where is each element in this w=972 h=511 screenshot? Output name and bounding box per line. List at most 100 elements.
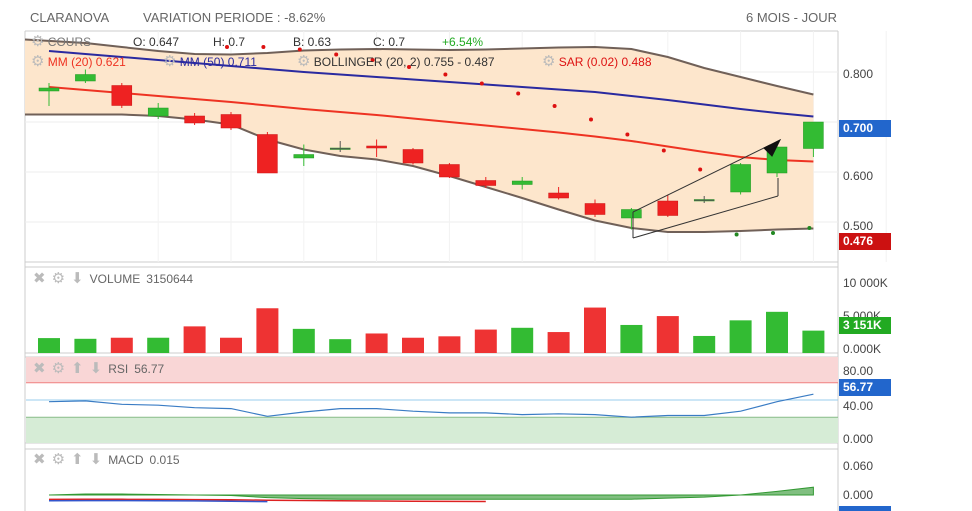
close-icon[interactable]: ✖ [33, 360, 46, 377]
volume-value: 3150644 [146, 272, 194, 286]
candle [75, 69, 96, 83]
mm50-line [48, 50, 814, 118]
bollinger-upper-line [24, 38, 814, 96]
candle-body [329, 147, 351, 150]
candle [111, 83, 133, 108]
y-tick-label: 0.600 [843, 169, 874, 183]
gear-icon[interactable]: ⚙ [542, 53, 556, 70]
sar-dot [443, 72, 448, 77]
candle [38, 83, 60, 106]
sar-dot [625, 132, 630, 137]
rsi-axis-label: 40.00 [843, 399, 874, 413]
gear-icon[interactable]: ⚙ [51, 360, 66, 377]
low-value: B: 0.63 [293, 35, 332, 49]
candle [548, 187, 569, 200]
sar-dot [479, 81, 484, 86]
close-icon[interactable]: ✖ [33, 451, 46, 468]
open-value: O: 0.647 [133, 35, 180, 49]
candle-body [511, 180, 533, 185]
macd-axis-label: 0.000 [843, 488, 874, 502]
arrow-up-icon[interactable]: ⬆ [71, 360, 84, 377]
candle-body [730, 164, 751, 193]
sar-dot [297, 47, 302, 52]
close-value: C: 0.7 [373, 35, 406, 49]
arrow-up-icon[interactable]: ⬆ [71, 451, 84, 468]
volume-panel-toolbar: ✖ ⚙ ⬇ VOLUME 3150644 [33, 270, 194, 287]
sar-dot [771, 231, 775, 235]
candle-body [621, 209, 642, 219]
candle [511, 177, 533, 190]
gear-icon[interactable]: ⚙ [31, 33, 45, 50]
macd-signal-line [48, 498, 486, 503]
rsi-zones [26, 357, 838, 443]
sar-dot [261, 45, 266, 49]
rsi-axis-label: 0.000 [843, 432, 874, 443]
candle [293, 144, 315, 166]
candle-body [475, 180, 497, 186]
gear-icon[interactable]: ⚙ [51, 451, 66, 468]
candle [257, 132, 278, 174]
mm20-legend[interactable]: ⚙ MM (20) 0.621 [31, 53, 126, 70]
candle-body [803, 121, 824, 149]
volume-axis-label: 0.000K [843, 342, 882, 353]
volume-badge: 3 151K [839, 317, 891, 334]
gear-icon[interactable]: ⚙ [31, 53, 45, 70]
rsi-oversold-zone [26, 417, 838, 443]
candle [366, 139, 387, 157]
macd-badge [839, 506, 891, 511]
arrow-down-icon[interactable]: ⬇ [89, 360, 103, 377]
candle-body [657, 200, 679, 216]
sar-dot [225, 45, 229, 49]
sar-dot [807, 226, 812, 230]
period-selector[interactable]: 6 MOIS - JOUR [746, 10, 838, 25]
candle-body [693, 199, 715, 202]
last-price-badge: 0.700 [839, 120, 891, 137]
volume-bar [147, 337, 170, 353]
arrow-down-icon[interactable]: ⬇ [71, 270, 84, 287]
rsi-axis-label: 80.00 [843, 364, 874, 378]
candle [621, 208, 642, 230]
cours-legend[interactable]: ⚙ COURS [31, 33, 92, 50]
rsi-panel-toolbar: ✖ ⚙ ⬆ ⬇ RSI 56.77 [33, 360, 165, 377]
rsi-value: 56.77 [134, 362, 165, 376]
gear-icon[interactable]: ⚙ [51, 270, 66, 287]
macd-label: MACD [108, 453, 144, 467]
macd-value: 0.015 [149, 453, 180, 467]
candle [329, 141, 351, 152]
mm50-legend[interactable]: ⚙ MM (50) 0.711 [163, 53, 257, 70]
volume-bar [74, 338, 97, 353]
bollinger-legend[interactable]: ⚙ BOLLINGER (20, 2) 0.755 - 0.487 [297, 53, 495, 70]
volume-bar [256, 308, 279, 353]
macd-panel-toolbar: ✖ ⚙ ⬆ ⬇ MACD 0.015 [33, 451, 180, 468]
rsi-label: RSI [108, 362, 129, 376]
gear-icon[interactable]: ⚙ [163, 53, 177, 70]
sar-legend[interactable]: ⚙ SAR (0.02) 0.488 [542, 53, 652, 70]
rsi-overbought-zone [26, 357, 838, 383]
candle-body [257, 134, 278, 174]
volume-bar [110, 337, 133, 353]
arrow-down-icon[interactable]: ⬇ [89, 451, 103, 468]
volume-bar [620, 324, 643, 353]
mm20-line [48, 86, 814, 163]
volume-bar [511, 327, 534, 353]
volume-bar [38, 338, 60, 353]
sar-dot [516, 91, 521, 96]
volume-bar [220, 337, 242, 353]
sar-dot [407, 65, 411, 69]
bollinger-lower-line [25, 113, 814, 233]
close-icon[interactable]: ✖ [33, 270, 46, 287]
sar-dot [589, 117, 593, 122]
company-name: CLARANOVA [30, 10, 110, 25]
candle-body [439, 164, 460, 178]
gear-icon[interactable]: ⚙ [297, 53, 311, 70]
volume-bar [584, 307, 606, 353]
rsi-badge: 56.77 [839, 379, 891, 396]
change-value: +6.54% [442, 35, 484, 49]
volume-bar [438, 336, 461, 353]
volume-bar [766, 311, 788, 353]
volume-label: VOLUME [89, 272, 141, 286]
candle-body [548, 192, 569, 199]
y-tick-label: 0.500 [843, 219, 874, 233]
candle [803, 121, 824, 157]
